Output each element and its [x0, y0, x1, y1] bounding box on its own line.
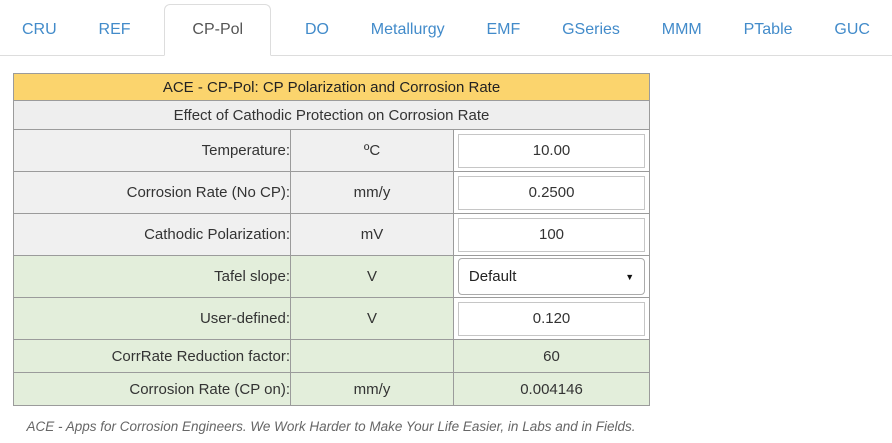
- tab-emf[interactable]: EMF: [486, 21, 521, 38]
- tab-gseries[interactable]: GSeries: [562, 21, 620, 38]
- row-value: [452, 129, 651, 172]
- table-row: CorrRate Reduction factor: 60: [13, 339, 651, 373]
- row-value: [452, 297, 651, 340]
- table-row: Tafel slope: V Default ▼: [13, 255, 651, 298]
- tab-ref[interactable]: REF: [98, 21, 131, 38]
- row-unit: V: [290, 255, 454, 298]
- table-title: ACE - CP-Pol: CP Polarization and Corros…: [12, 73, 651, 101]
- row-unit: [290, 339, 454, 373]
- user-defined-input[interactable]: [457, 301, 646, 336]
- table-subtitle: Effect of Cathodic Protection on Corrosi…: [12, 100, 651, 130]
- row-value: Default ▼: [452, 255, 651, 298]
- corrosion-rate-no-cp-input[interactable]: [457, 175, 646, 210]
- row-label: Corrosion Rate (No CP):: [13, 171, 291, 214]
- tab-cp-pol[interactable]: CP-Pol: [164, 4, 272, 56]
- temperature-input[interactable]: [457, 133, 646, 168]
- table-row: Corrosion Rate (CP on): mm/y 0.004146: [13, 372, 651, 406]
- table-row: Temperature: ºC: [13, 129, 651, 172]
- row-unit: mm/y: [290, 171, 454, 214]
- table-row: User-defined: V: [13, 297, 651, 340]
- cathodic-polarization-input[interactable]: [457, 217, 646, 252]
- row-label: Corrosion Rate (CP on):: [13, 372, 291, 406]
- row-label: Cathodic Polarization:: [13, 213, 291, 256]
- tab-guc[interactable]: GUC: [834, 21, 870, 38]
- footer-tagline: ACE - Apps for Corrosion Engineers. We W…: [26, 419, 636, 434]
- tab-do[interactable]: DO: [304, 21, 329, 38]
- tab-bar: CRU REF CP-Pol DO Metallurgy EMF GSeries MMM PTa…: [0, 0, 892, 56]
- tafel-slope-select[interactable]: Default: [457, 258, 646, 295]
- cp-pol-table: ACE - CP-Pol: CP Polarization and Corros…: [12, 73, 651, 406]
- tab-cru[interactable]: CRU: [22, 21, 57, 38]
- row-unit: ºC: [290, 129, 454, 172]
- row-unit: mm/y: [290, 372, 454, 406]
- tab-ptable[interactable]: PTable: [743, 21, 793, 38]
- row-value: 0.004146: [452, 372, 651, 406]
- cp-pol-panel: ACE - CP-Pol: CP Polarization and Corros…: [12, 73, 651, 434]
- row-unit: V: [290, 297, 454, 340]
- row-unit: mV: [290, 213, 454, 256]
- table-row: Cathodic Polarization: mV: [13, 213, 651, 256]
- tab-metallurgy[interactable]: Metallurgy: [370, 21, 445, 38]
- row-value: 60: [452, 339, 651, 373]
- row-label: Tafel slope:: [13, 255, 291, 298]
- row-label: User-defined:: [13, 297, 291, 340]
- row-label: Temperature:: [13, 129, 291, 172]
- table-row: Corrosion Rate (No CP): mm/y: [13, 171, 651, 214]
- row-label: CorrRate Reduction factor:: [13, 339, 291, 373]
- row-value: [452, 171, 651, 214]
- tab-mmm[interactable]: MMM: [661, 21, 702, 38]
- tafel-slope-select-wrap: Default ▼: [457, 258, 646, 295]
- row-value: [452, 213, 651, 256]
